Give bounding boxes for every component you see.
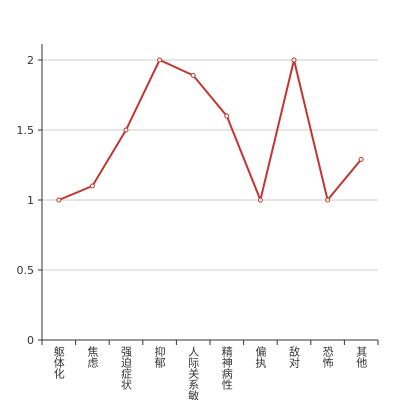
point <box>257 197 263 203</box>
x-tick-label: 敌对 <box>288 345 301 368</box>
x-tick-label: 其他 <box>355 346 368 368</box>
point <box>123 127 129 133</box>
x-tick-label: 精神病性 <box>220 346 233 391</box>
point <box>358 156 364 162</box>
x-tick-label: 偏执 <box>254 345 267 369</box>
x-tick-label: 焦虑 <box>86 346 99 368</box>
line <box>58 58 362 204</box>
point <box>291 57 297 63</box>
point <box>157 57 163 63</box>
point <box>325 197 331 203</box>
x-tick-label: 抑郁 <box>153 345 166 368</box>
point <box>190 72 196 78</box>
y-tick-label: 0 <box>27 334 34 347</box>
x-tick-label: 人际关系敏感 <box>187 346 200 400</box>
point <box>89 183 95 189</box>
y-tick-label: 1 <box>27 194 34 207</box>
y-tick-label: 0.5 <box>17 264 35 277</box>
x-tick-label: 强迫症状 <box>120 346 133 390</box>
x-tick-label: 恐怖 <box>321 346 334 368</box>
x-tick-label: 躯体化 <box>52 346 65 380</box>
y-tick-label: 1.5 <box>17 124 35 137</box>
y-tick-label: 2 <box>27 54 34 67</box>
point <box>224 113 230 119</box>
point <box>56 197 62 203</box>
